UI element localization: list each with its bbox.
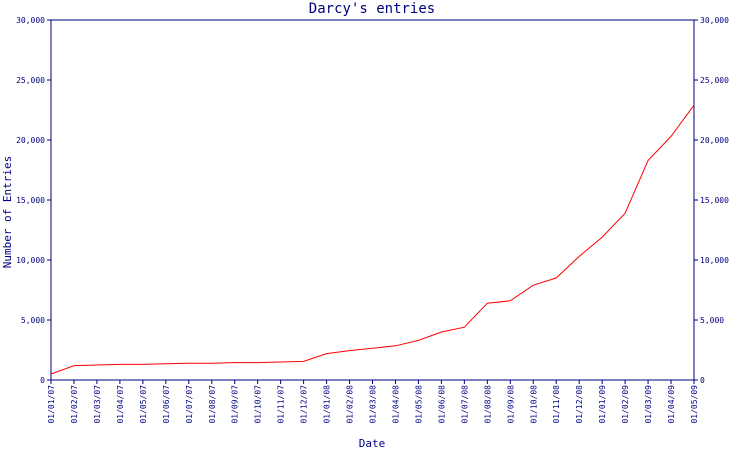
x-axis: 01/01/07 01/02/07 01/03/07 01/04/07 01/05/07… (47, 380, 699, 424)
x-tick-label: 01/03/09 (644, 385, 653, 424)
x-tick-label: 01/10/07 (254, 385, 263, 424)
y-tick-label-right: 5,000 (700, 316, 724, 325)
x-tick-label: 01/07/08 (460, 385, 469, 424)
y-tick-label-right: 25,000 (700, 76, 729, 85)
y-axis-left: 0 5,000 10,000 15,000 20,000 25,000 30,000 (16, 16, 51, 385)
y-tick-label-right: 0 (700, 376, 705, 385)
x-tick-label: 01/11/08 (552, 385, 561, 424)
y-tick-label-left: 5,000 (21, 316, 45, 325)
x-tick-label: 01/09/07 (231, 385, 240, 424)
x-tick-label: 01/03/08 (369, 385, 378, 424)
x-tick-label: 01/02/08 (346, 385, 355, 424)
x-tick-label: 01/06/07 (162, 385, 171, 424)
x-tick-label: 01/07/07 (185, 385, 194, 424)
y-tick-label-left: 0 (40, 376, 45, 385)
x-tick-label: 01/04/09 (667, 385, 676, 424)
x-tick-label: 01/05/09 (690, 385, 699, 424)
x-tick-label: 01/10/08 (529, 385, 538, 424)
x-tick-label: 01/01/09 (598, 385, 607, 424)
x-tick-label: 01/06/08 (437, 385, 446, 424)
x-tick-label: 01/02/07 (70, 385, 79, 424)
y-tick-label-right: 10,000 (700, 256, 729, 265)
x-tick-label: 01/04/08 (391, 385, 400, 424)
y-tick-label-left: 30,000 (16, 16, 45, 25)
x-tick-label: 01/11/07 (277, 385, 286, 424)
x-tick-label: 01/01/08 (323, 385, 332, 424)
x-tick-label: 01/05/07 (139, 385, 148, 424)
y-tick-label-right: 20,000 (700, 136, 729, 145)
plot-border (50, 19, 695, 381)
plot-frame (50, 19, 695, 381)
x-tick-label: 01/09/08 (506, 385, 515, 424)
series-layer (50, 104, 695, 375)
x-tick-label: 01/03/07 (93, 385, 102, 424)
y-axis-label: Number of Entries (1, 156, 14, 269)
y-axis-right: 0 5,000 10,000 15,000 20,000 25,000 30,000 (694, 16, 729, 385)
x-tick-label: 01/12/07 (300, 385, 309, 424)
series-line (50, 104, 695, 375)
x-tick-label: 01/08/07 (208, 385, 217, 424)
x-tick-label: 01/05/08 (414, 385, 423, 424)
y-tick-label-left: 10,000 (16, 256, 45, 265)
x-tick-label: 01/01/07 (47, 385, 56, 424)
y-tick-label-right: 30,000 (700, 16, 729, 25)
y-tick-label-left: 15,000 (16, 196, 45, 205)
y-tick-label-left: 25,000 (16, 76, 45, 85)
x-tick-label: 01/12/08 (575, 385, 584, 424)
y-tick-label-left: 20,000 (16, 136, 45, 145)
x-tick-label: 01/08/08 (483, 385, 492, 424)
x-axis-label: Date (359, 437, 386, 450)
y-tick-label-right: 15,000 (700, 196, 729, 205)
chart-title: Darcy's entries (309, 1, 435, 17)
x-tick-label: 01/02/09 (621, 385, 630, 424)
x-tick-label: 01/04/07 (116, 385, 125, 424)
